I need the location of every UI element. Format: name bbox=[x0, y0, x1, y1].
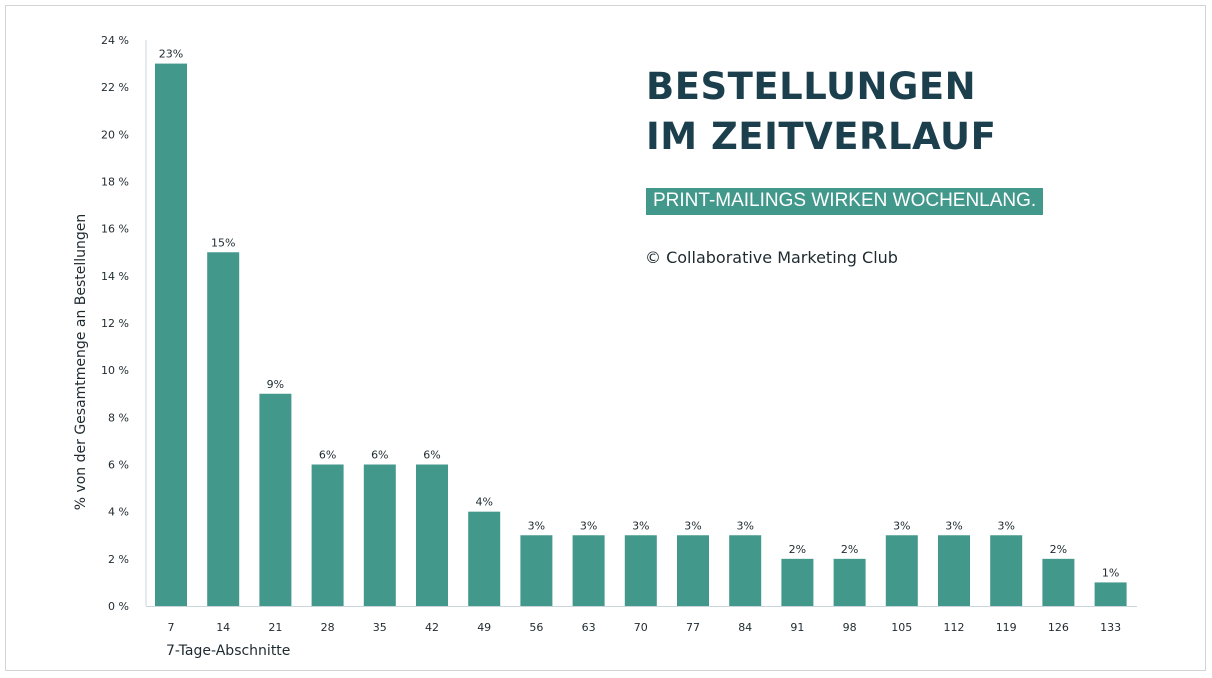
x-tick-label: 91 bbox=[790, 621, 804, 634]
bar-56 bbox=[520, 535, 553, 606]
bar-84 bbox=[729, 535, 762, 606]
chart-frame bbox=[5, 5, 1206, 671]
y-tick-label: 20 % bbox=[101, 128, 129, 141]
y-tick-label: 14 % bbox=[101, 270, 129, 283]
bar-133 bbox=[1094, 582, 1127, 606]
x-tick-label: 126 bbox=[1048, 621, 1069, 634]
chart-title-line-2: IM ZEITVERLAUF bbox=[646, 115, 997, 158]
data-label: 9% bbox=[267, 378, 284, 391]
data-label: 3% bbox=[580, 519, 597, 532]
data-label: 4% bbox=[475, 496, 492, 509]
bar-119 bbox=[990, 535, 1023, 606]
x-tick-label: 42 bbox=[425, 621, 439, 634]
y-tick-label: 24 % bbox=[101, 34, 129, 47]
data-label: 2% bbox=[1050, 543, 1067, 556]
data-label: 1% bbox=[1102, 566, 1119, 579]
y-tick-label: 18 % bbox=[101, 176, 129, 189]
data-label: 23% bbox=[159, 48, 183, 61]
data-label: 15% bbox=[211, 236, 235, 249]
y-tick-label: 10 % bbox=[101, 364, 129, 377]
y-axis-label: % von der Gesamtmenge an Bestellungen bbox=[73, 213, 89, 511]
data-label: 3% bbox=[684, 519, 701, 532]
bar-91 bbox=[781, 558, 814, 606]
x-tick-label: 49 bbox=[477, 621, 491, 634]
x-tick-label: 28 bbox=[321, 621, 335, 634]
bar-42 bbox=[416, 464, 448, 606]
data-label: 3% bbox=[997, 519, 1014, 532]
x-tick-label: 70 bbox=[634, 621, 648, 634]
x-tick-label: 21 bbox=[268, 621, 282, 634]
bar-112 bbox=[938, 535, 970, 606]
x-tick-label: 84 bbox=[738, 621, 752, 634]
x-tick-label: 98 bbox=[843, 621, 857, 634]
y-tick-label: 22 % bbox=[101, 81, 129, 94]
x-tick-label: 7 bbox=[168, 621, 175, 634]
y-tick-label: 4 % bbox=[108, 506, 129, 519]
chart-title-line-1: BESTELLUNGEN bbox=[646, 65, 977, 108]
data-label: 3% bbox=[893, 519, 910, 532]
data-label: 2% bbox=[841, 543, 858, 556]
chart-subtitle: PRINT-MAILINGS WIRKEN WOCHENLANG. bbox=[646, 188, 1044, 215]
bar-126 bbox=[1042, 558, 1075, 606]
y-tick-label: 2 % bbox=[108, 553, 129, 566]
data-label: 3% bbox=[736, 519, 753, 532]
data-label: 3% bbox=[528, 519, 545, 532]
x-tick-label: 77 bbox=[686, 621, 700, 634]
x-tick-label: 35 bbox=[373, 621, 387, 634]
data-label: 2% bbox=[789, 543, 806, 556]
bar-70 bbox=[624, 535, 657, 606]
bar-28 bbox=[311, 464, 344, 606]
chart-title: BESTELLUNGEN IM ZEITVERLAUF bbox=[646, 62, 996, 162]
data-label: 3% bbox=[945, 519, 962, 532]
x-tick-label: 119 bbox=[996, 621, 1017, 634]
y-tick-label: 8 % bbox=[108, 411, 129, 424]
bar-35 bbox=[363, 464, 396, 606]
bar-77 bbox=[677, 535, 709, 606]
bar-7 bbox=[155, 63, 187, 607]
x-axis-label: 7-Tage-Abschnitte bbox=[166, 643, 291, 659]
x-tick-label: 133 bbox=[1100, 621, 1121, 634]
bar-63 bbox=[572, 535, 605, 606]
y-tick-label: 6 % bbox=[108, 459, 129, 472]
x-tick-label: 63 bbox=[582, 621, 596, 634]
x-tick-label: 56 bbox=[529, 621, 543, 634]
y-tick-label: 0 % bbox=[108, 600, 129, 613]
data-label: 6% bbox=[423, 449, 440, 462]
bar-21 bbox=[259, 393, 292, 606]
bar-14 bbox=[207, 252, 240, 606]
bar-105 bbox=[885, 535, 918, 606]
bar-98 bbox=[833, 558, 866, 606]
copyright-notice: © Collaborative Marketing Club bbox=[645, 248, 898, 267]
x-tick-label: 105 bbox=[891, 621, 912, 634]
y-tick-label: 16 % bbox=[101, 223, 129, 236]
bar-49 bbox=[468, 511, 501, 606]
x-tick-label: 14 bbox=[216, 621, 230, 634]
x-tick-label: 112 bbox=[944, 621, 965, 634]
data-label: 6% bbox=[371, 449, 388, 462]
data-label: 6% bbox=[319, 449, 336, 462]
y-tick-label: 12 % bbox=[101, 317, 129, 330]
data-label: 3% bbox=[632, 519, 649, 532]
